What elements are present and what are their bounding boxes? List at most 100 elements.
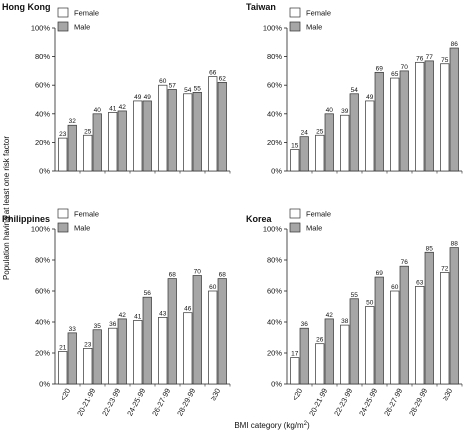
bar-male: [67, 332, 77, 385]
bar-female: [133, 100, 143, 172]
legend-swatch-female: [289, 208, 301, 219]
legend-label-female: Female: [306, 210, 331, 219]
x-tick-label: 22-23·99: [332, 387, 354, 418]
data-label: 62: [219, 75, 227, 82]
x-tick-label: 26-27·99: [382, 387, 404, 418]
y-tick-label: 60%: [267, 287, 282, 296]
data-label: 39: [341, 108, 349, 115]
data-label: 70: [401, 64, 409, 71]
y-tick-label: 40%: [35, 318, 50, 327]
bar-female: [183, 312, 193, 385]
bar-male: [424, 60, 434, 172]
chart-panel-2: Philippines 0% 20% 40% 60% 80% 100% 21 33 <20 23 35…: [2, 208, 231, 418]
data-label: 68: [219, 272, 227, 279]
bar-female: [208, 290, 218, 385]
bar-female: [315, 134, 325, 172]
legend-swatch-male: [289, 222, 301, 233]
data-label: 21: [59, 344, 67, 351]
bar-male: [192, 91, 202, 172]
bar-male: [424, 251, 434, 385]
panel-title: Hong Kong: [2, 2, 51, 12]
bar-male: [299, 136, 309, 172]
bar-male: [324, 318, 334, 385]
bar-male: [192, 275, 202, 385]
bar-female: [315, 343, 325, 385]
legend-swatch-female: [57, 7, 69, 18]
bar-female: [340, 324, 350, 385]
data-label: 85: [426, 245, 434, 252]
data-label: 75: [441, 57, 449, 64]
data-label: 49: [366, 94, 374, 101]
legend-label-female: Female: [74, 9, 99, 18]
bar-female: [390, 77, 400, 172]
data-label: 60: [209, 284, 217, 291]
data-label: 41: [134, 313, 142, 320]
bar-female: [83, 134, 93, 172]
bar-female: [83, 348, 93, 385]
panel-title: Taiwan: [246, 2, 276, 12]
legend-swatch-male: [289, 21, 301, 32]
y-tick-label: 60%: [35, 287, 50, 296]
data-label: 25: [316, 128, 324, 135]
data-label: 76: [416, 55, 424, 62]
data-label: 68: [169, 272, 177, 279]
bar-male: [117, 110, 127, 172]
y-tick-label: 100%: [31, 24, 51, 33]
legend-swatch-male: [57, 222, 69, 233]
legend-label-male: Male: [74, 224, 90, 233]
bar-male: [349, 298, 359, 385]
bar-female: [290, 357, 300, 385]
data-label: 43: [159, 310, 167, 317]
bar-male: [92, 113, 102, 172]
data-label: 69: [376, 65, 384, 72]
panel-title: Philippines: [2, 214, 50, 224]
data-label: 40: [94, 107, 102, 114]
data-label: 76: [401, 259, 409, 266]
legend-label-female: Female: [74, 210, 99, 219]
x-tick-label: 24-25·99: [125, 387, 147, 418]
panel-title: Korea: [246, 214, 273, 224]
data-label: 56: [144, 290, 152, 297]
y-tick-label: 40%: [267, 109, 282, 118]
bar-male: [449, 247, 459, 385]
bar-male: [67, 124, 77, 172]
bar-male: [117, 318, 127, 385]
bar-female: [415, 61, 425, 172]
bar-male: [167, 278, 177, 385]
bar-male: [449, 47, 459, 172]
bar-male: [324, 113, 334, 172]
bar-female: [108, 112, 118, 172]
data-label: 77: [426, 54, 434, 61]
data-label: 86: [451, 41, 459, 48]
bar-female: [290, 149, 300, 172]
x-tick-label: <20: [290, 387, 304, 402]
bar-female: [183, 93, 193, 172]
y-tick-label: 0%: [271, 380, 282, 389]
data-label: 15: [291, 143, 299, 150]
y-tick-label: 80%: [267, 256, 282, 265]
data-label: 54: [184, 87, 192, 94]
x-tick-label: 20-21·99: [75, 387, 97, 418]
y-tick-label: 20%: [267, 349, 282, 358]
x-tick-label: 26-27·99: [150, 387, 172, 418]
data-label: 41: [109, 105, 117, 112]
data-label: 32: [69, 118, 77, 125]
x-tick-label: 20-21·99: [307, 387, 329, 418]
data-label: 88: [451, 241, 459, 248]
y-tick-label: 0%: [271, 167, 282, 176]
bar-female: [58, 137, 68, 172]
data-label: 49: [134, 94, 142, 101]
data-label: 40: [326, 107, 334, 114]
bar-male: [142, 296, 152, 385]
x-tick-label: ≥30: [440, 387, 454, 402]
x-axis-label: BMI category (kg/m2): [234, 421, 310, 430]
data-label: 65: [391, 71, 399, 78]
bar-female: [440, 272, 450, 385]
y-tick-label: 40%: [35, 109, 50, 118]
y-tick-label: 60%: [267, 81, 282, 90]
y-tick-label: 100%: [31, 225, 51, 234]
data-label: 50: [366, 300, 374, 307]
